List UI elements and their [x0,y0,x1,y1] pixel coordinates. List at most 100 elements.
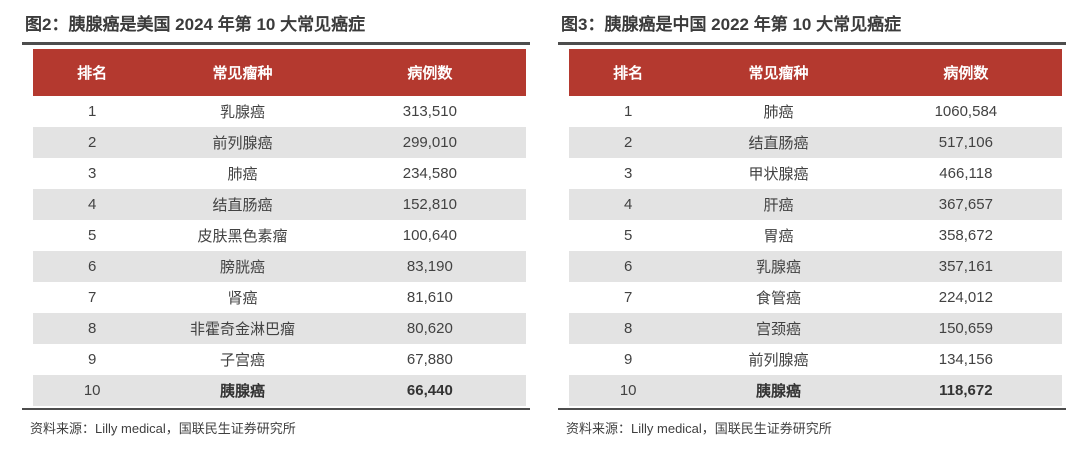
table-row: 9 前列腺癌 134,156 [569,344,1062,375]
rank-cell: 9 [87,351,97,368]
case-count-cell: 152,810 [402,196,457,213]
rank-cell: 3 [87,165,97,182]
case-count-cell: 118,672 [939,382,993,399]
case-count-cell: 83,190 [406,258,453,275]
rank-cell: 4 [87,196,97,213]
case-count-cell: 81,610 [406,289,453,306]
table-row: 4 结直肠癌 152,810 [33,189,526,220]
tumor-type-cell: 子宫癌 [220,352,266,369]
figure3-title: 图3：胰腺癌是中国 2022 年第 10 大常见癌症 [558,12,1066,45]
case-count-cell: 66,440 [406,382,453,399]
figure2-title: 图2：胰腺癌是美国 2024 年第 10 大常见癌症 [22,12,530,45]
rank-cell: 9 [623,351,633,368]
case-count-cell: 234,580 [402,165,457,182]
table-row: 3 肺癌 234,580 [33,158,526,189]
rank-column-header: 排名 [33,49,152,96]
rank-cell: 1 [623,103,633,120]
table-row: 8 宫颈癌 150,659 [569,313,1062,344]
table-row: 10 胰腺癌 66,440 [33,375,526,406]
rank-cell: 1 [87,103,97,120]
tumor-type-cell: 胰腺癌 [756,383,802,400]
table-row: 6 乳腺癌 357,161 [569,251,1062,282]
tumor-type-cell: 肝癌 [763,197,794,214]
rank-cell: 3 [623,165,633,182]
case-count-column-header: 病例数 [869,49,1062,96]
table-row: 4 肝癌 367,657 [569,189,1062,220]
tumor-type-cell: 宫颈癌 [756,321,802,338]
tumor-type-cell: 前列腺癌 [748,352,809,369]
rank-cell: 6 [623,258,633,275]
tumor-type-cell: 食管癌 [756,290,802,307]
table-header: 排名 常见瘤种 病例数 [33,49,526,96]
rank-column-header: 排名 [569,49,688,96]
case-count-cell: 357,161 [938,258,993,275]
table-row: 7 肾癌 81,610 [33,282,526,313]
table-row: 9 子宫癌 67,880 [33,344,526,375]
rank-cell: 8 [87,320,97,337]
case-count-cell: 466,118 [939,165,993,182]
table-row: 3 甲状腺癌 466,118 [569,158,1062,189]
case-count-cell: 313,510 [402,103,457,120]
source-note: 资料来源：Lilly medical，国联民生证券研究所 [30,421,296,436]
case-count-cell: 67,880 [406,351,453,368]
table-body: 1 肺癌 1060,584 2 结直肠癌 517,106 3 甲状腺癌 466,118 4 肝癌 36… [569,96,1062,406]
figure2-us-cancer-panel: 图2：胰腺癌是美国 2024 年第 10 大常见癌症 排名 常见瘤种 病例数 1… [22,12,530,437]
tumor-type-cell: 乳腺癌 [756,259,802,276]
tumor-type-cell: 肺癌 [227,166,258,183]
rank-cell: 8 [623,320,633,337]
table-row: 10 胰腺癌 118,672 [569,375,1062,406]
case-count-cell: 358,672 [938,227,993,244]
table-row: 5 皮肤黑色素瘤 100,640 [33,220,526,251]
rank-cell: 10 [83,382,101,399]
table-row: 7 食管癌 224,012 [569,282,1062,313]
rank-cell: 5 [623,227,633,244]
header-row: 排名 常见瘤种 病例数 [569,49,1062,96]
rank-cell: 10 [619,382,637,399]
tumor-type-cell: 肾癌 [227,290,258,307]
rank-cell: 7 [87,289,97,306]
rank-cell: 2 [87,134,97,151]
case-count-cell: 80,620 [406,320,453,337]
us-cancer-rank-table: 排名 常见瘤种 病例数 1 乳腺癌 313,510 2 前列腺癌 299,010 3 肺癌 23… [33,49,526,406]
tumor-type-cell: 结直肠癌 [748,135,809,152]
table-bottom-rule [22,408,530,410]
rank-cell: 7 [623,289,633,306]
table-bottom-rule [558,408,1066,410]
tumor-type-column-header: 常见瘤种 [151,49,334,96]
header-row: 排名 常见瘤种 病例数 [33,49,526,96]
table-row: 2 前列腺癌 299,010 [33,127,526,158]
tumor-type-cell: 非霍奇金淋巴瘤 [190,321,296,338]
rank-cell: 4 [623,196,633,213]
tumor-type-cell: 前列腺癌 [212,135,273,152]
case-count-cell: 367,657 [938,196,993,213]
case-count-cell: 134,156 [938,351,993,368]
tumor-type-column-header: 常见瘤种 [687,49,870,96]
case-count-cell: 1060,584 [934,103,998,120]
table-row: 2 结直肠癌 517,106 [569,127,1062,158]
tumor-type-cell: 皮肤黑色素瘤 [197,228,288,245]
rank-cell: 6 [87,258,97,275]
table-row: 6 膀胱癌 83,190 [33,251,526,282]
tumor-type-cell: 结直肠癌 [212,197,273,214]
table-row: 8 非霍奇金淋巴瘤 80,620 [33,313,526,344]
tumor-type-cell: 胃癌 [763,228,794,245]
tumor-type-cell: 胰腺癌 [220,383,266,400]
table-header: 排名 常见瘤种 病例数 [569,49,1062,96]
report-figures-page: 图2：胰腺癌是美国 2024 年第 10 大常见癌症 排名 常见瘤种 病例数 1… [22,12,1066,437]
case-count-cell: 517,106 [938,134,993,151]
table-row: 1 乳腺癌 313,510 [33,96,526,127]
tumor-type-cell: 乳腺癌 [220,104,266,121]
china-cancer-rank-table: 排名 常见瘤种 病例数 1 肺癌 1060,584 2 结直肠癌 517,106 3 甲状腺癌… [569,49,1062,406]
table-body: 1 乳腺癌 313,510 2 前列腺癌 299,010 3 肺癌 234,580 4 结直肠癌 15… [33,96,526,406]
tumor-type-cell: 肺癌 [763,104,794,121]
source-note: 资料来源：Lilly medical，国联民生证券研究所 [566,421,832,436]
case-count-cell: 299,010 [402,134,457,151]
table-row: 5 胃癌 358,672 [569,220,1062,251]
rank-cell: 2 [623,134,633,151]
case-count-cell: 150,659 [938,320,993,337]
rank-cell: 5 [87,227,97,244]
case-count-cell: 100,640 [402,227,457,244]
case-count-column-header: 病例数 [333,49,526,96]
table-row: 1 肺癌 1060,584 [569,96,1062,127]
tumor-type-cell: 甲状腺癌 [748,166,809,183]
